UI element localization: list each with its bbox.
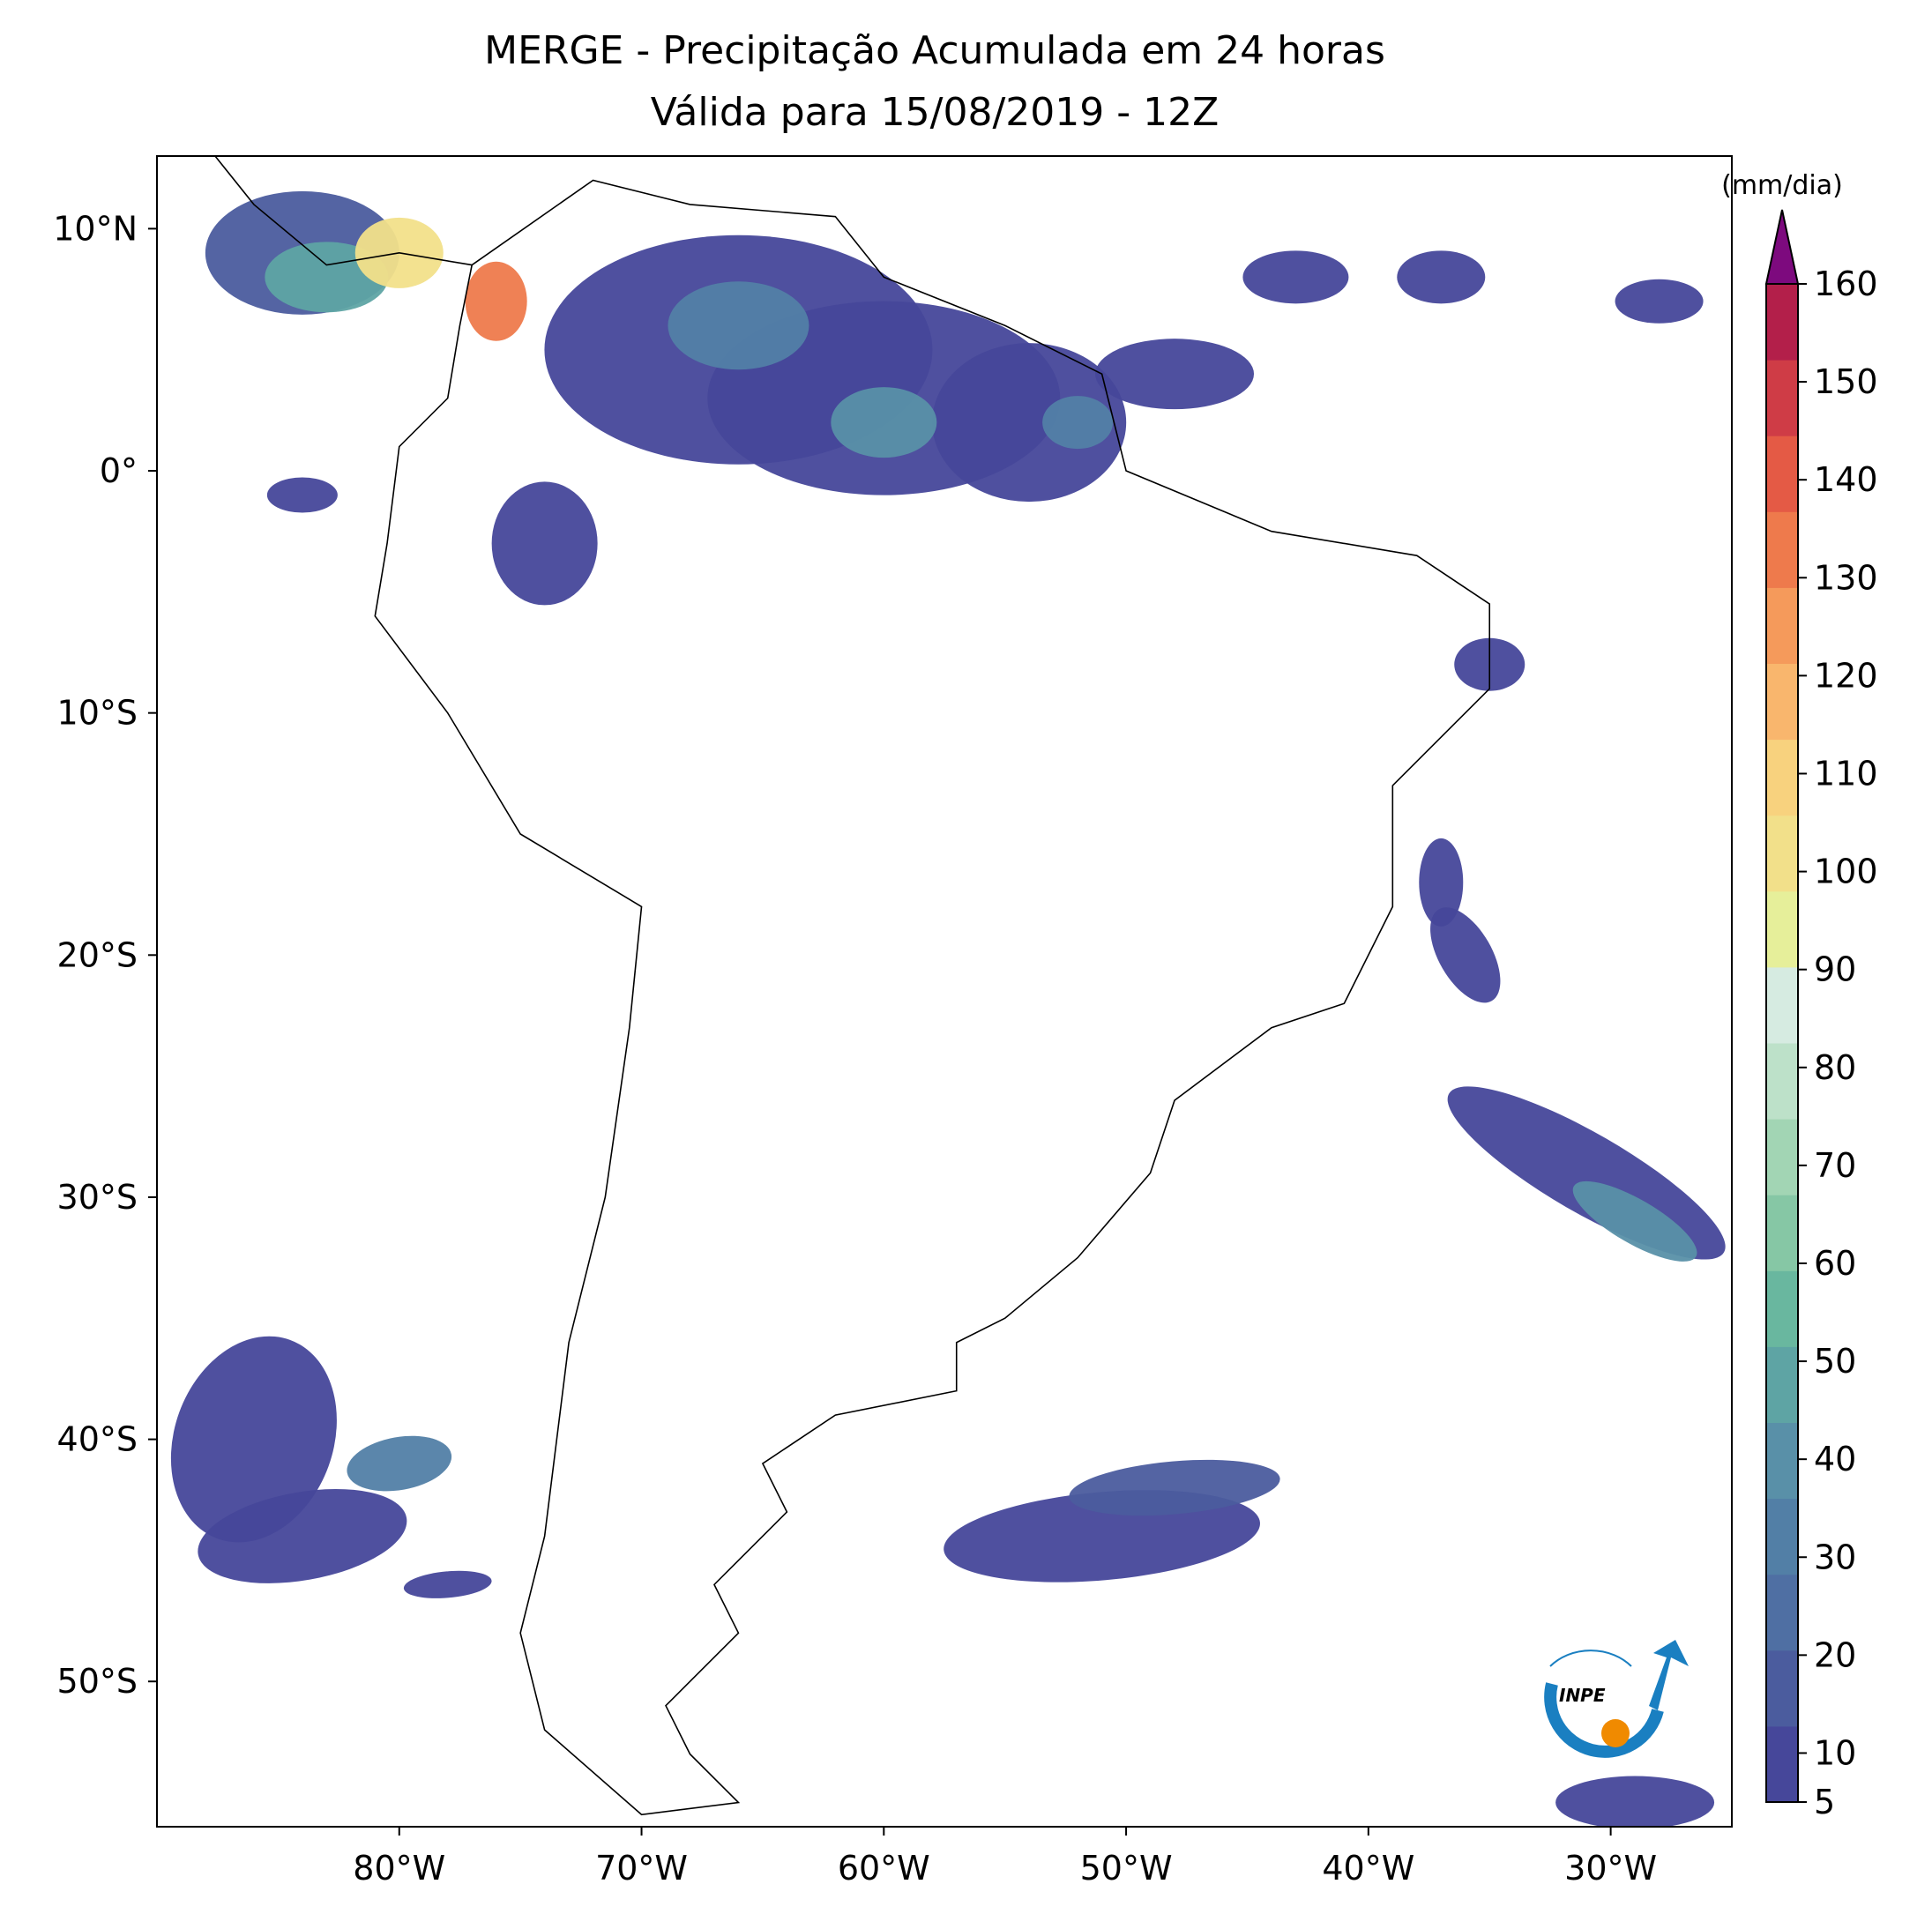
y-tick-label: 20°S <box>57 935 138 974</box>
colorbar-tick-label: 60 <box>1814 1244 1856 1283</box>
colorbar-segment <box>1766 1346 1798 1423</box>
precip-area <box>1419 838 1464 927</box>
y-tick-label: 50°S <box>57 1662 138 1701</box>
svg-text:INPE: INPE <box>1559 1685 1606 1706</box>
colorbar-segment <box>1766 1498 1798 1575</box>
colorbar-segment <box>1766 663 1798 741</box>
x-tick-label: 60°W <box>838 1849 930 1888</box>
precip-area <box>403 1570 492 1598</box>
precip-area <box>266 477 338 513</box>
precip-area <box>347 1435 452 1492</box>
precip-area <box>831 387 937 458</box>
x-tick-label: 40°W <box>1322 1849 1414 1888</box>
colorbar-segment <box>1766 1119 1798 1195</box>
colorbar-tick-label: 10 <box>1814 1733 1856 1772</box>
y-tick-label: 40°S <box>57 1420 138 1459</box>
precip-area <box>1615 279 1704 324</box>
precip-area <box>170 1336 337 1543</box>
y-tick-label: 10°S <box>57 694 138 733</box>
inpe-logo: INPE <box>1544 1640 1689 1758</box>
precip-area <box>1572 1180 1697 1262</box>
colorbar-tick-label: 5 <box>1814 1783 1835 1821</box>
precip-area <box>1242 250 1349 304</box>
colorbar-segment <box>1766 1422 1798 1500</box>
colorbar-segment <box>1766 436 1798 512</box>
colorbar-tick-label: 70 <box>1814 1146 1856 1185</box>
colorbar-tick-label: 130 <box>1814 558 1878 597</box>
colorbar-label: (mm/dia) <box>1721 170 1843 201</box>
y-tick-label: 10°N <box>53 209 138 248</box>
precip-area <box>1430 907 1501 1003</box>
colorbar-segment <box>1766 360 1798 436</box>
colorbar-segment <box>1766 890 1798 968</box>
colorbar-segment <box>1766 1650 1798 1727</box>
colorbar-tick-label: 50 <box>1814 1342 1856 1381</box>
precip-area <box>465 261 527 341</box>
colorbar: 5 10 20 30 40 50 60 70 80 90 100 110 120 130 140 150 160 <box>1764 209 1878 1821</box>
precip-area <box>198 1488 407 1583</box>
precip-area <box>932 343 1127 503</box>
colorbar-tick-label: 90 <box>1814 950 1856 989</box>
precip-area <box>491 481 598 606</box>
colorbar-segment <box>1766 1195 1798 1271</box>
map-title: MERGE - Precipitação Acumulada em 24 hor… <box>484 28 1385 73</box>
x-tick-label: 50°W <box>1080 1849 1173 1888</box>
colorbar-segment <box>1766 966 1798 1044</box>
precip-area <box>1069 1459 1280 1516</box>
colorbar-tick-label: 110 <box>1814 754 1878 793</box>
colorbar-segment <box>1766 1574 1798 1651</box>
precip-area <box>1095 339 1255 410</box>
colorbar-segment <box>1766 1725 1798 1803</box>
colorbar-segment <box>1766 739 1798 816</box>
y-tick-label: 30°S <box>57 1178 138 1217</box>
colorbar-tick-label: 80 <box>1814 1048 1856 1087</box>
colorbar-segment <box>1766 284 1798 361</box>
colorbar-segment <box>1766 587 1798 664</box>
map-frame <box>156 155 1733 1828</box>
x-tick-label: 80°W <box>353 1849 445 1888</box>
colorbar-segment <box>1766 815 1798 892</box>
colorbar-tick-label: 100 <box>1814 853 1878 891</box>
colorbar-tick-label: 140 <box>1814 460 1878 499</box>
colorbar-tick-label: 20 <box>1814 1635 1856 1674</box>
colorbar-tick-label: 40 <box>1814 1440 1856 1478</box>
x-tick-label: 70°W <box>595 1849 688 1888</box>
precip-area <box>1397 250 1486 304</box>
colorbar-segment <box>1766 1270 1798 1347</box>
y-tick-label: 0° <box>100 451 138 490</box>
colorbar-segment <box>1766 1043 1798 1120</box>
colorbar-tick-label: 120 <box>1814 656 1878 695</box>
precip-area <box>668 281 809 370</box>
map-content <box>170 156 1726 1827</box>
map-subtitle: Válida para 15/08/2019 - 12Z <box>651 90 1220 135</box>
colorbar-segment <box>1766 511 1798 588</box>
precip-area <box>1555 1776 1715 1827</box>
colorbar-extend <box>1764 209 1800 285</box>
colorbar-tick-label: 150 <box>1814 362 1878 401</box>
coastline <box>213 156 1491 1816</box>
colorbar-tick-label: 30 <box>1814 1538 1856 1576</box>
x-tick-label: 30°W <box>1564 1849 1657 1888</box>
map-area: 80°W 70°W 60°W 50°W 40°W 30°W 10°N 0° 10°S 20°S 30… <box>53 155 1733 1888</box>
precip-area <box>1042 396 1114 450</box>
colorbar-frame <box>1765 283 1799 1803</box>
colorbar-tick-label: 160 <box>1814 264 1878 303</box>
